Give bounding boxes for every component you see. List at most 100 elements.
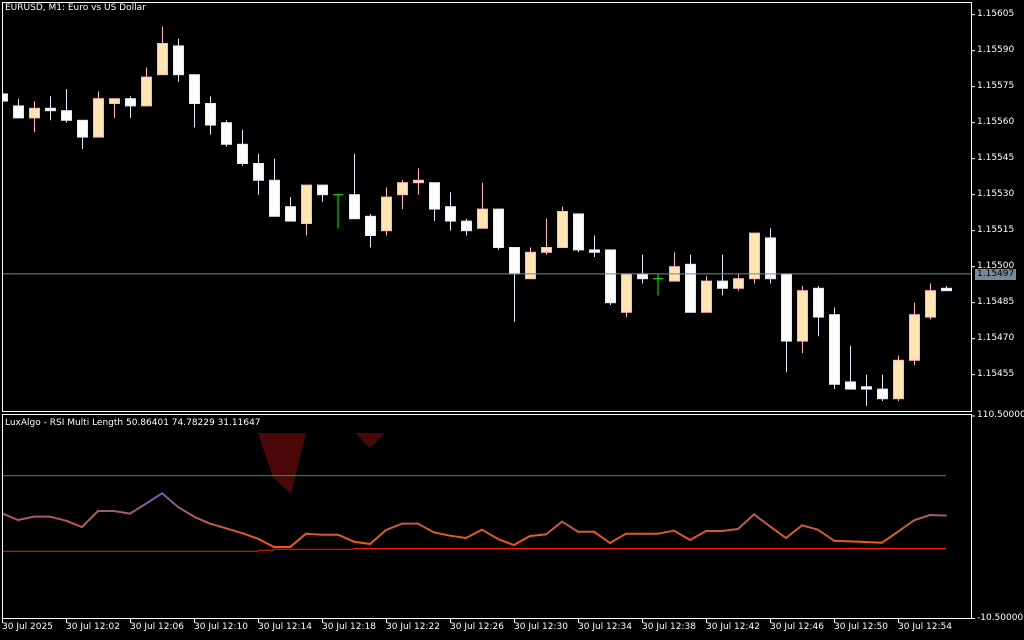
candle-body — [525, 251, 536, 280]
candle-body — [701, 280, 712, 313]
rsi-line-segment — [449, 534, 467, 540]
time-tick-label: 30 Jul 12:54 — [898, 622, 952, 632]
time-tick-label: 30 Jul 12:18 — [322, 622, 376, 632]
rsi-line-segment — [113, 509, 131, 515]
candle-body — [3, 93, 8, 102]
candle — [3, 93, 8, 102]
candle-body — [93, 98, 104, 138]
candle — [317, 184, 328, 202]
rsi-line-segment — [129, 502, 147, 515]
candle — [765, 228, 776, 284]
candle-body — [301, 184, 312, 225]
candle — [189, 74, 200, 128]
rsi-line-segment — [897, 519, 915, 533]
candle — [301, 184, 312, 236]
main-chart-frame — [2, 2, 972, 412]
indicator-tick-label: -10.50000 — [977, 612, 1024, 623]
rsi-line-segment — [289, 532, 307, 549]
rsi-line-segment — [753, 513, 771, 528]
candle-body — [941, 287, 952, 292]
rsi-line-segment — [65, 519, 83, 529]
time-tick-label: 30 Jul 12:10 — [194, 622, 248, 632]
candle — [381, 187, 392, 236]
rsi-line-segment — [593, 530, 611, 545]
candle — [173, 38, 184, 82]
candle-body — [637, 273, 648, 280]
candle — [445, 192, 456, 231]
candle-body — [573, 213, 584, 251]
rsi-line-segment — [17, 515, 35, 522]
candle — [45, 96, 56, 121]
indicator-title: LuxAlgo - RSI Multi Length 50.86401 74.7… — [5, 418, 261, 428]
candle — [685, 254, 696, 313]
candle — [797, 285, 808, 354]
rsi-line-segment — [561, 520, 579, 533]
candle-body — [61, 110, 72, 121]
candle-body — [877, 388, 888, 400]
candle — [141, 67, 152, 107]
signal-fill-area — [258, 433, 306, 494]
rsi-line-segment — [337, 533, 355, 543]
rsi-line-segment — [81, 509, 99, 529]
price-tick-label: 1.15575 — [977, 80, 1015, 91]
price-tick-label: 1.15500 — [977, 260, 1015, 271]
candle — [429, 182, 440, 222]
candle — [653, 273, 663, 296]
rsi-line-segment — [305, 532, 323, 536]
candle — [749, 232, 760, 284]
rsi-line-segment — [497, 538, 515, 547]
candle-body — [45, 107, 56, 112]
time-tick-label: 30 Jul 12:14 — [258, 622, 312, 632]
time-tick-label: 30 Jul 12:38 — [642, 622, 696, 632]
candle — [509, 247, 520, 322]
time-tick-label: 30 Jul 12:50 — [834, 622, 888, 632]
candle-body — [29, 107, 40, 119]
time-tick-label: 30 Jul 12:22 — [386, 622, 440, 632]
time-tick-label: 30 Jul 12:26 — [450, 622, 504, 632]
candle — [557, 206, 568, 248]
candle-body — [285, 206, 296, 222]
bid-price-label: 1.15497 — [975, 269, 1017, 280]
rsi-line-segment — [385, 522, 403, 532]
candle-body — [589, 249, 600, 253]
price-tick-label: 1.15530 — [977, 188, 1015, 199]
rsi-line-segment — [913, 513, 931, 522]
rsi-line-segment — [481, 528, 499, 541]
time-tick-label: 30 Jul 12:34 — [578, 622, 632, 632]
candle-body — [157, 43, 168, 76]
candle — [589, 235, 600, 258]
candle-body — [413, 179, 424, 184]
candle — [861, 374, 872, 406]
candle-body — [141, 76, 152, 107]
candle-body — [541, 247, 552, 253]
candle — [845, 345, 856, 390]
rsi-line-segment — [689, 530, 707, 542]
candle-body — [429, 182, 440, 210]
price-tick-label: 1.15470 — [977, 332, 1015, 343]
candle — [669, 252, 680, 282]
candle — [829, 307, 840, 390]
candle — [621, 273, 632, 318]
candle — [349, 153, 360, 220]
candle-body — [445, 206, 456, 222]
candle-body — [173, 45, 184, 76]
rsi-line-segment — [369, 529, 387, 546]
rsi-line-segment — [817, 528, 835, 542]
price-axis — [971, 14, 975, 376]
rsi-line-segment — [609, 532, 627, 545]
candle-body — [765, 237, 776, 280]
rsi-line-segment — [737, 513, 755, 531]
candle-body — [109, 98, 120, 104]
candle — [605, 249, 616, 306]
candle — [893, 355, 904, 402]
price-tick-label: 1.15455 — [977, 368, 1015, 379]
candle-body — [829, 314, 840, 385]
candle — [413, 168, 424, 195]
candle — [125, 96, 136, 118]
candle-body — [717, 280, 728, 289]
candle — [717, 254, 728, 296]
price-tick-label: 1.15515 — [977, 224, 1015, 235]
rsi-line-segment — [513, 535, 531, 547]
price-tick-label: 1.15590 — [977, 44, 1015, 55]
rsi-line-segment — [465, 528, 483, 540]
